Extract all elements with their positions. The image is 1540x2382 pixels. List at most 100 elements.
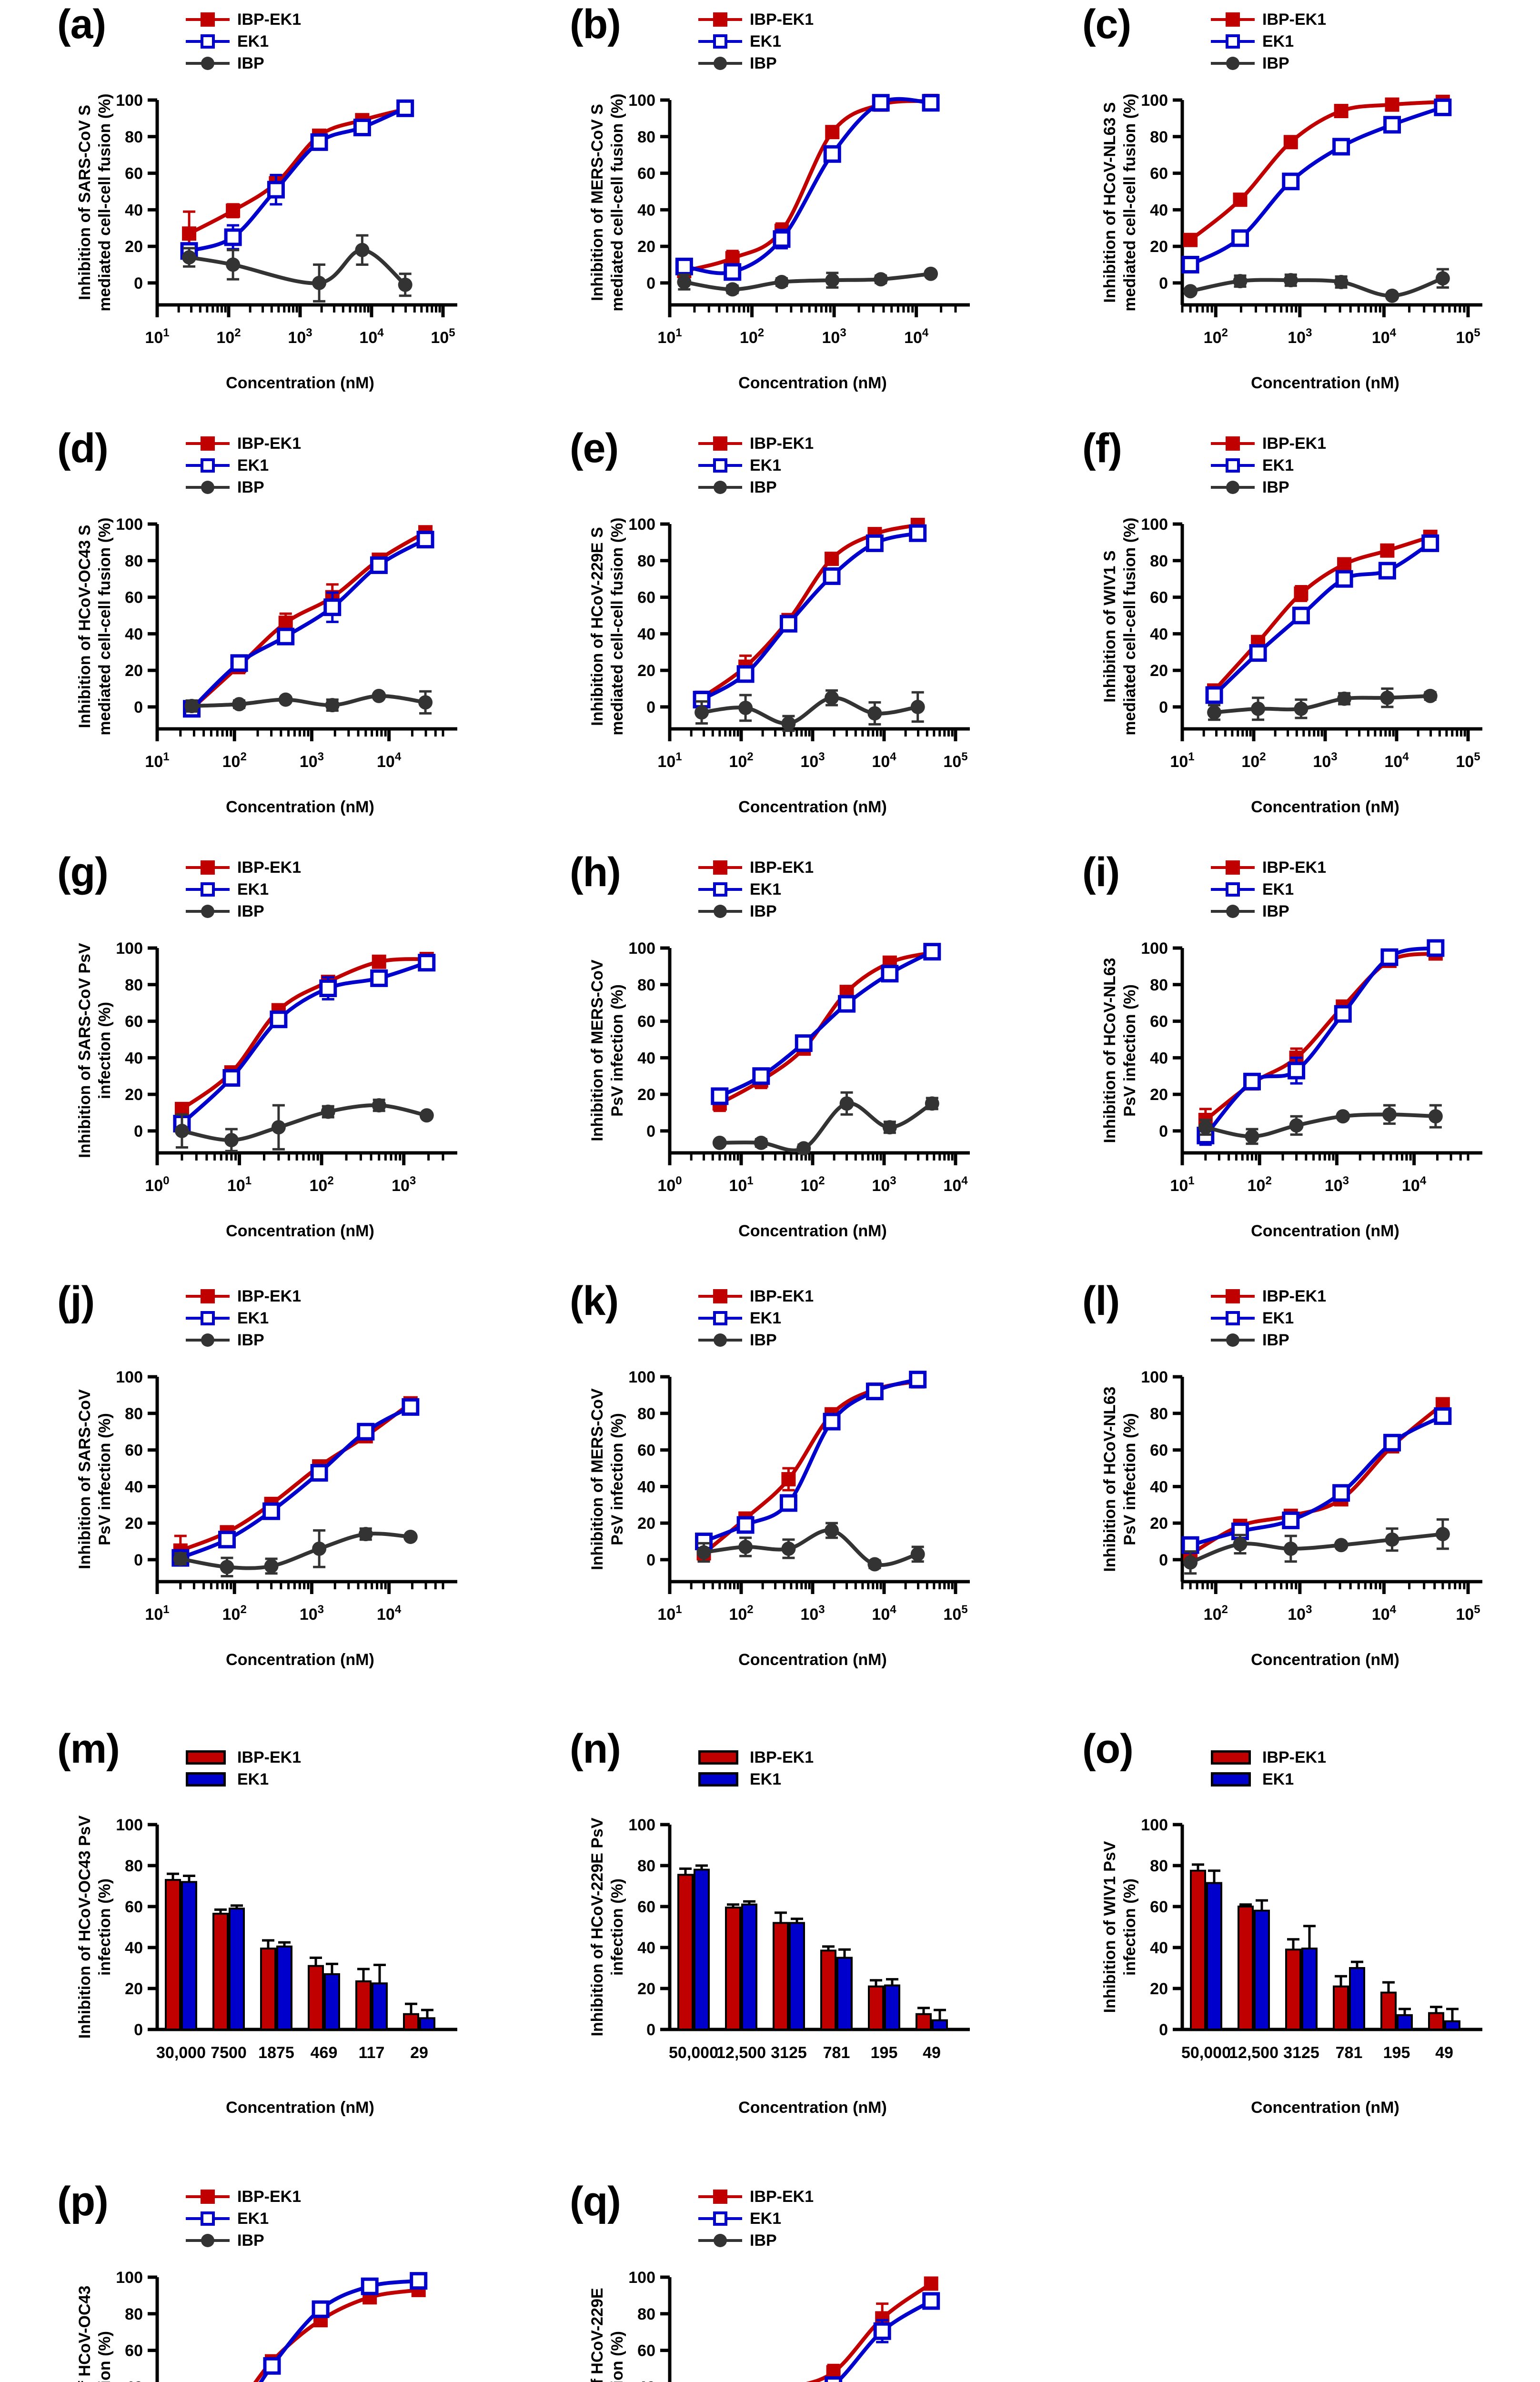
legend-item-ibp-ek1[interactable]: IBP-EK1 xyxy=(1211,9,1326,30)
svg-text:100: 100 xyxy=(628,91,655,110)
legend-item-ibp[interactable]: IBP xyxy=(698,476,814,498)
legend-label: IBP xyxy=(1262,902,1289,920)
blue-open-square-marker-icon xyxy=(186,1311,230,1326)
series-ibp-ek1 xyxy=(1207,529,1438,698)
legend-item-ibp[interactable]: IBP xyxy=(698,900,814,922)
bar-swatch-icon xyxy=(186,1772,226,1786)
legend-item-ibp-ek1[interactable]: IBP-EK1 xyxy=(186,857,301,878)
legend-label: IBP-EK1 xyxy=(750,1287,814,1305)
svg-text:80: 80 xyxy=(125,1857,143,1875)
legend-item-ek1[interactable]: EK1 xyxy=(186,1768,301,1790)
legend-item-ibp[interactable]: IBP xyxy=(186,476,301,498)
svg-text:0: 0 xyxy=(646,1551,655,1569)
svg-text:60: 60 xyxy=(637,165,655,183)
legend-label: EK1 xyxy=(750,1309,782,1327)
svg-text:100: 100 xyxy=(116,939,143,958)
svg-text:101: 101 xyxy=(145,326,169,347)
legend-item-ek1[interactable]: EK1 xyxy=(1211,878,1326,900)
legend-item-ibp-ek1[interactable]: IBP-EK1 xyxy=(186,9,301,30)
legend-item-ek1[interactable]: EK1 xyxy=(186,30,301,52)
legend-item-ibp[interactable]: IBP xyxy=(698,52,814,74)
legend-item-ibp-ek1[interactable]: IBP-EK1 xyxy=(1211,857,1326,878)
legend-item-ibp[interactable]: IBP xyxy=(1211,1329,1326,1351)
legend-item-ibp[interactable]: IBP xyxy=(186,1329,301,1351)
series-ibp xyxy=(182,234,413,303)
legend-item-ek1[interactable]: EK1 xyxy=(698,878,814,900)
legend-item-ibp-ek1[interactable]: IBP-EK1 xyxy=(186,433,301,454)
legend-item-ibp-ek1[interactable]: IBP-EK1 xyxy=(698,1285,814,1307)
legend-item-ibp-ek1[interactable]: IBP-EK1 xyxy=(1211,1285,1326,1307)
blue-open-square-marker-icon xyxy=(1211,882,1255,897)
legend-item-ek1[interactable]: EK1 xyxy=(698,1307,814,1329)
legend-item-ibp-ek1[interactable]: IBP-EK1 xyxy=(186,1285,301,1307)
plot-j: 0 20 40 60 80 100 101 102 103 104 Inhibition of SA… xyxy=(76,1368,457,1669)
svg-text:102: 102 xyxy=(1204,1603,1228,1624)
gray-circle-marker-icon xyxy=(186,480,230,495)
legend-item-ek1[interactable]: EK1 xyxy=(186,878,301,900)
svg-text:40: 40 xyxy=(637,2378,655,2382)
legend-label: IBP xyxy=(750,902,777,920)
legend-item-ibp[interactable]: IBP xyxy=(186,2230,301,2251)
svg-text:103: 103 xyxy=(800,1603,825,1624)
blue-bar-swatch-icon xyxy=(698,1772,742,1787)
legend-item-ibp[interactable]: IBP xyxy=(186,900,301,922)
y-axis-label: Inhibition of HCoV-OC43 infection (%) xyxy=(76,2286,114,2382)
legend-item-ek1[interactable]: EK1 xyxy=(1211,1768,1326,1790)
legend-item-ek1[interactable]: EK1 xyxy=(1211,30,1326,52)
filled-circle-icon xyxy=(714,2234,727,2247)
legend-item-ibp-ek1[interactable]: IBP-EK1 xyxy=(698,2186,814,2208)
svg-text:80: 80 xyxy=(637,1857,655,1875)
filled-circle-icon xyxy=(201,57,214,70)
svg-text:80: 80 xyxy=(1150,1405,1168,1423)
legend-item-ek1[interactable]: EK1 xyxy=(698,30,814,52)
legend-item-ek1[interactable]: EK1 xyxy=(186,2208,301,2230)
bar-ek1 xyxy=(276,1941,292,2030)
legend-item-ek1[interactable]: EK1 xyxy=(1211,454,1326,476)
svg-text:infection (%): infection (%) xyxy=(608,2331,626,2382)
svg-text:101: 101 xyxy=(1170,750,1194,771)
legend-item-ibp-ek1[interactable]: IBP-EK1 xyxy=(698,433,814,454)
panel-f: (f) IBP-EK1 EK1 IBP 0 20 40 60 80 100 101 102 103 104… xyxy=(1025,424,1538,848)
legend-item-ibp-ek1[interactable]: IBP-EK1 xyxy=(698,9,814,30)
gray-circle-marker-icon xyxy=(186,904,230,919)
plot-l: 0 20 40 60 80 100 102 103 104 105 Inhibition of HC… xyxy=(1101,1368,1482,1669)
legend-item-ek1[interactable]: EK1 xyxy=(698,454,814,476)
svg-text:80: 80 xyxy=(1150,552,1168,570)
legend-item-ibp-ek1[interactable]: IBP-EK1 xyxy=(186,1746,301,1768)
bar-ek1 xyxy=(1254,1899,1270,2030)
red-square-marker-icon xyxy=(698,1289,742,1304)
legend-item-ibp[interactable]: IBP xyxy=(1211,476,1326,498)
legend-item-ibp[interactable]: IBP xyxy=(186,52,301,74)
legend-item-ek1[interactable]: EK1 xyxy=(698,1768,814,1790)
legend-item-ibp[interactable]: IBP xyxy=(698,2230,814,2251)
y-axis-label: Inhibition of HCoV-NL63 PsV infection (%) xyxy=(1101,1386,1139,1572)
svg-text:104: 104 xyxy=(1372,326,1397,347)
svg-text:0: 0 xyxy=(1159,698,1168,717)
legend-item-ibp[interactable]: IBP xyxy=(1211,52,1326,74)
legend-item-ibp[interactable]: IBP xyxy=(698,1329,814,1351)
legend-label: EK1 xyxy=(750,32,782,50)
panel-label-g: (g) xyxy=(57,849,109,895)
svg-text:104: 104 xyxy=(1402,1174,1427,1195)
svg-text:102: 102 xyxy=(1204,326,1228,347)
legend-label: IBP xyxy=(1262,54,1289,72)
svg-text:20: 20 xyxy=(637,1086,655,1104)
legend-item-ek1[interactable]: EK1 xyxy=(1211,1307,1326,1329)
svg-text:20: 20 xyxy=(637,238,655,256)
legend-item-ek1[interactable]: EK1 xyxy=(698,2208,814,2230)
legend-item-ibp-ek1[interactable]: IBP-EK1 xyxy=(698,857,814,878)
legend-item-ibp-ek1[interactable]: IBP-EK1 xyxy=(698,1746,814,1768)
svg-text:20: 20 xyxy=(125,1086,143,1104)
legend-item-ibp-ek1[interactable]: IBP-EK1 xyxy=(186,2186,301,2208)
svg-text:mediated cell-cell fusion (%): mediated cell-cell fusion (%) xyxy=(1121,517,1139,735)
svg-text:Inhibition of HCoV-NL63 S: Inhibition of HCoV-NL63 S xyxy=(1101,102,1119,303)
legend-item-ibp-ek1[interactable]: IBP-EK1 xyxy=(1211,433,1326,454)
svg-text:mediated cell-cell fusion (%): mediated cell-cell fusion (%) xyxy=(1121,93,1139,311)
legend-item-ek1[interactable]: EK1 xyxy=(186,454,301,476)
legend-item-ibp-ek1[interactable]: IBP-EK1 xyxy=(1211,1746,1326,1768)
svg-text:40: 40 xyxy=(125,201,143,219)
legend-item-ek1[interactable]: EK1 xyxy=(186,1307,301,1329)
legend-item-ibp[interactable]: IBP xyxy=(1211,900,1326,922)
legend-label: IBP-EK1 xyxy=(1262,434,1327,453)
svg-text:mediated cell-cell fusion (%): mediated cell-cell fusion (%) xyxy=(96,93,114,311)
